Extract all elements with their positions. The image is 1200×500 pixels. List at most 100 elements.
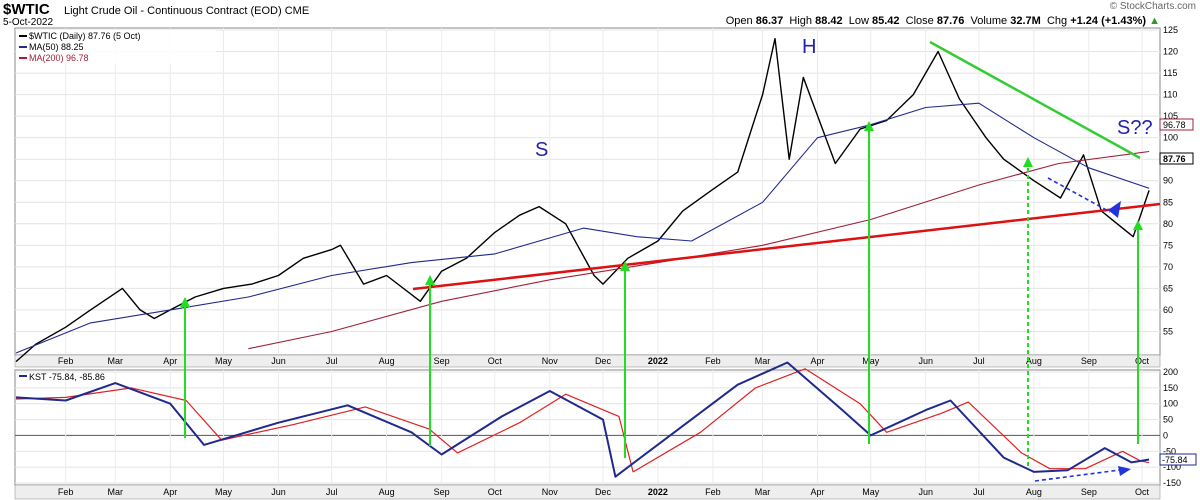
kst-x-tick-label: May: [862, 487, 880, 497]
price-y-axis: 556065707580859095100105110115120125: [1163, 25, 1178, 336]
kst-y-tick-label: 200: [1163, 367, 1178, 377]
stockcharts-credit[interactable]: © StockCharts.com: [1109, 1, 1196, 12]
price-last-tag: 87.76: [1163, 154, 1186, 164]
ma50-line: [15, 102, 1150, 354]
price-y-tick-label: 75: [1163, 240, 1173, 250]
price-x-tick-label: Feb: [58, 356, 74, 366]
kst-x-tick-label: Apr: [163, 487, 177, 497]
kst-x-tick-label: Sep: [1081, 487, 1097, 497]
kst-x-tick-label: Jul: [326, 487, 338, 497]
price-x-tick-label: Oct: [1135, 356, 1150, 366]
price-x-tick-label: Jul: [973, 356, 985, 366]
instrument-name: Light Crude Oil - Continuous Contract (E…: [64, 5, 282, 17]
kst-x-tick-label: Mar: [755, 487, 771, 497]
chart-header: $WTIC Light Crude Oil - Continuous Contr…: [0, 0, 1200, 28]
low-value: 85.42: [871, 15, 900, 27]
kst-line: [15, 361, 1150, 478]
divergence-dashed-kst: [1034, 469, 1121, 482]
price-x-tick-label: Mar: [755, 356, 771, 366]
kst-x-tick-label: Jul: [973, 487, 985, 497]
kst-x-axis-band: [14, 484, 1161, 500]
price-x-axis-band: [14, 354, 1161, 368]
price-y-tick-label: 120: [1163, 47, 1178, 57]
chg-value: +1.24 (+1.43%): [1070, 15, 1147, 27]
price-x-tick-label: Jun: [918, 356, 933, 366]
volume-label: Volume: [970, 15, 1008, 27]
price-y-tick-label: 100: [1163, 133, 1178, 143]
price-grid: [15, 28, 1160, 355]
quote-summary: Open 86.37 High 88.42 Low 85.42 Close 87…: [726, 15, 1160, 27]
price-x-tick-label: Aug: [1026, 356, 1042, 366]
price-y-tick-label: 80: [1163, 219, 1173, 229]
legend-price: $WTIC (Daily) 87.76 (5 Oct): [29, 31, 141, 41]
kst-y-tick-label: -100: [1163, 462, 1181, 472]
legend-kst: KST -75.84, -85.86: [29, 372, 105, 382]
chart-date: 5-Oct-2022: [3, 17, 54, 28]
kst-panel-frame: [14, 369, 1161, 486]
price-y-tick-label: 60: [1163, 305, 1173, 315]
downtrend-line: [929, 40, 1141, 160]
close-value: 87.76: [936, 15, 965, 27]
price-x-tick-label: Jul: [326, 356, 338, 366]
high-value: 88.42: [815, 15, 843, 27]
open-value: 86.37: [755, 15, 784, 27]
kst-y-tick-label: 150: [1163, 383, 1178, 393]
last-value-tags: 96.78 87.76 -75.84: [1159, 118, 1197, 466]
kst-legend: KST -75.84, -85.86: [19, 372, 105, 382]
price-x-tick-label: Nov: [542, 356, 559, 366]
kst-x-tick-label: 2022: [648, 487, 668, 497]
divergence-dashed-price: [1047, 177, 1111, 213]
price-y-tick-label: 115: [1163, 68, 1177, 78]
kst-x-tick-label: Jun: [271, 487, 286, 497]
kst-x-tick-label: Oct: [1135, 487, 1150, 497]
price-panel-frame: [14, 27, 1161, 356]
kst-y-tick-label: 100: [1163, 399, 1178, 409]
chg-label: Chg: [1046, 15, 1068, 27]
price-x-tick-label: Mar: [108, 356, 124, 366]
kst-y-axis: -150 -100 -50 0 50 100 150 200: [1163, 367, 1181, 488]
kst-x-tick-label: Nov: [542, 487, 559, 497]
left-shoulder-label: S: [535, 139, 548, 161]
kst-y-tick-label: 0: [1163, 430, 1168, 440]
price-y-tick-label: 65: [1163, 283, 1173, 293]
kst-x-tick-label: Feb: [705, 487, 721, 497]
price-y-tick-label: 125: [1163, 25, 1178, 35]
low-label: Low: [848, 15, 869, 27]
head-label: H: [802, 36, 816, 58]
price-legend: $WTIC (Daily) 87.76 (5 Oct) MA(50) 88.25…: [16, 30, 216, 64]
price-y-tick-label: 105: [1163, 111, 1178, 121]
price-y-tick-label: 85: [1163, 197, 1173, 207]
high-label: High: [789, 15, 813, 27]
kst-series-group: [15, 361, 1150, 478]
symbol-title: $WTIC: [3, 1, 50, 18]
price-line: [15, 37, 1150, 363]
price-y-tick-label: 55: [1163, 326, 1173, 336]
kst-last-tag: -75.84: [1162, 455, 1188, 465]
price-y-tick-label: 70: [1163, 262, 1173, 272]
kst-x-tick-label: Mar: [108, 487, 124, 497]
exchange-label: CME: [284, 5, 310, 17]
price-x-tick-label: Dec: [595, 356, 612, 366]
volume-value: 32.7M: [1010, 15, 1041, 27]
kst-x-tick-label: Sep: [434, 487, 450, 497]
price-x-tick-label: Apr: [811, 356, 825, 366]
kst-y-tick-label: 50: [1163, 415, 1173, 425]
kst-x-tick-label: Feb: [58, 487, 74, 497]
right-shoulder-label: S??: [1117, 117, 1153, 139]
chg-up-arrow-icon: ▲: [1149, 15, 1160, 27]
ma200-last-tag: 96.78: [1163, 120, 1186, 130]
open-label: Open: [725, 15, 753, 27]
green-arrows: [180, 121, 1143, 466]
price-x-tick-label: Jun: [271, 356, 286, 366]
kst-x-tick-label: Aug: [1026, 487, 1042, 497]
price-y-tick-label: 90: [1163, 176, 1173, 186]
price-x-tick-label: Oct: [488, 356, 503, 366]
kst-x-tick-label: Aug: [379, 487, 395, 497]
price-x-tick-label: Apr: [163, 356, 177, 366]
kst-x-tick-label: Oct: [488, 487, 503, 497]
kst-y-tick-label: -50: [1163, 446, 1176, 456]
kst-x-tick-label: Dec: [595, 487, 612, 497]
divergence-arrow-kst: [1118, 466, 1131, 476]
price-x-tick-label: Sep: [1081, 356, 1097, 366]
